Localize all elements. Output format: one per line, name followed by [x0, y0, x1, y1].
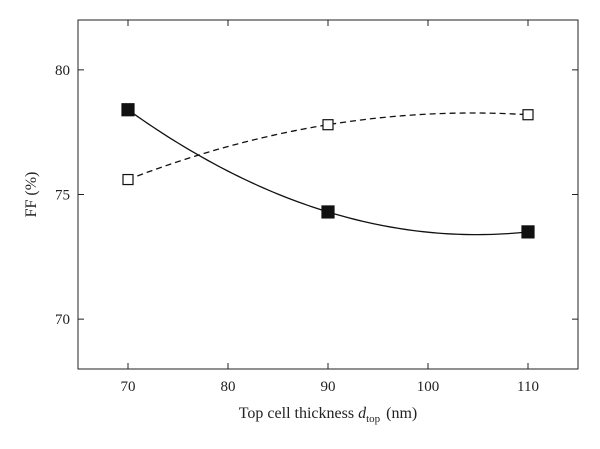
x-axis-label-sub: top — [366, 413, 381, 425]
y-ticks: 70 75 80 — [55, 63, 578, 328]
x-tick-label: 80 — [221, 379, 236, 395]
y-tick-label: 75 — [55, 188, 70, 204]
y-tick-label: 70 — [55, 312, 70, 328]
series-line-2 — [127, 112, 529, 181]
series-1-point — [121, 103, 135, 117]
series-2-point — [122, 173, 134, 186]
series-1-point — [321, 205, 335, 219]
series-2-point — [522, 109, 534, 121]
x-axis-label-unit: (nm) — [386, 405, 417, 422]
x-axis-label-main: Top cell thickness — [239, 405, 358, 422]
x-axis-label-var: d — [358, 405, 367, 422]
y-tick-label: 80 — [55, 63, 70, 79]
x-tick-label: 110 — [517, 379, 539, 395]
x-tick-label: 90 — [321, 379, 336, 395]
series-2-point — [322, 119, 334, 131]
x-tick-label: 100 — [417, 379, 440, 395]
series-1-point — [521, 225, 535, 239]
x-axis-label: Top cell thickness dtop (nm) — [239, 405, 417, 425]
y-axis-label: FF (%) — [23, 172, 40, 218]
x-tick-label: 70 — [121, 379, 136, 395]
x-ticks: 70 80 90 100 110 — [121, 20, 539, 395]
plot-frame — [77, 19, 579, 370]
markers — [121, 103, 535, 239]
